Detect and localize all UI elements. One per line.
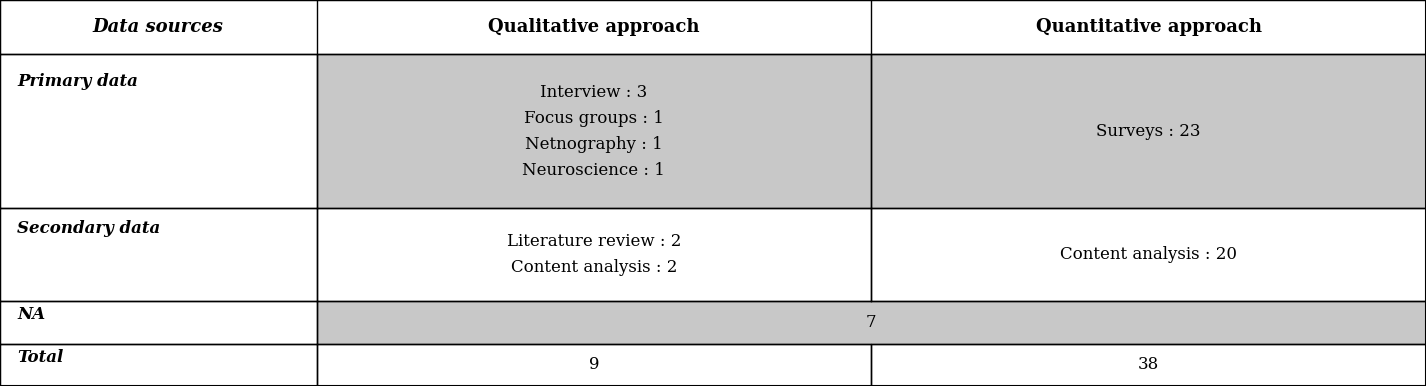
Text: Total: Total [17, 349, 64, 366]
Text: 9: 9 [589, 356, 599, 373]
Text: Literature review : 2
Content analysis : 2: Literature review : 2 Content analysis :… [506, 233, 682, 276]
Bar [871, 208, 1426, 301]
Bar [871, 344, 1426, 386]
Text: Quantitative approach: Quantitative approach [1035, 18, 1262, 36]
Text: Qualitative approach: Qualitative approach [488, 18, 700, 36]
Text: Interview : 3
Focus groups : 1
Netnography : 1
Neuroscience : 1: Interview : 3 Focus groups : 1 Netnograp… [522, 84, 666, 179]
Text: 7: 7 [866, 314, 877, 331]
Text: NA: NA [17, 306, 46, 323]
Text: Data sources: Data sources [93, 18, 224, 36]
Bar [0, 208, 317, 301]
Bar [0, 0, 1426, 54]
Text: Surveys : 23: Surveys : 23 [1097, 123, 1201, 140]
Bar [0, 344, 317, 386]
Text: 38: 38 [1138, 356, 1159, 373]
Text: Primary data: Primary data [17, 73, 138, 90]
Text: Secondary data: Secondary data [17, 220, 160, 237]
Bar [871, 54, 1426, 208]
Bar [0, 301, 317, 344]
Bar [317, 344, 871, 386]
Bar [317, 54, 871, 208]
Bar [317, 301, 1426, 344]
Bar [317, 208, 871, 301]
Text: Content analysis : 20: Content analysis : 20 [1060, 246, 1238, 263]
Bar [0, 54, 317, 208]
